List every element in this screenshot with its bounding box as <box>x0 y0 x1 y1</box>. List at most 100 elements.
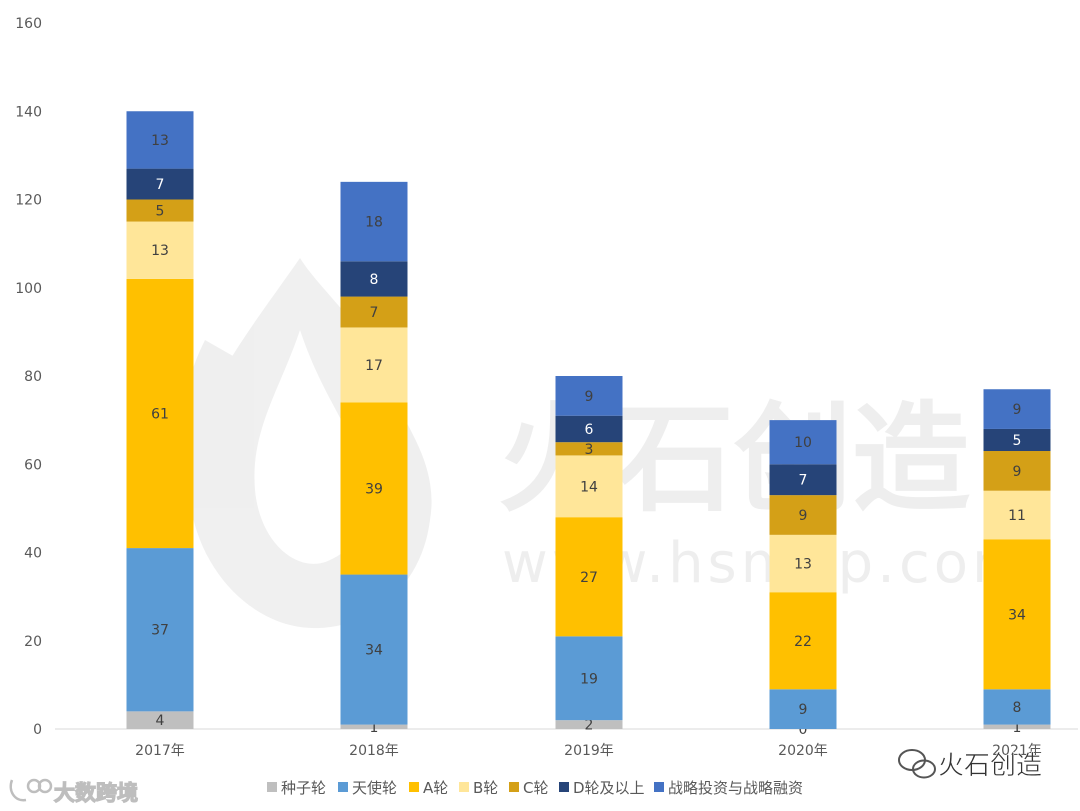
y-tick-label: 140 <box>15 104 42 120</box>
data-label: 14 <box>580 479 598 495</box>
x-tick-label: 2018年 <box>349 743 399 759</box>
data-label: 9 <box>1013 464 1022 480</box>
y-tick-label: 20 <box>24 634 42 650</box>
data-label: 5 <box>156 204 165 220</box>
y-tick-label: 0 <box>33 722 42 738</box>
x-tick-label: 2020年 <box>778 743 828 759</box>
bar-segment <box>983 451 1051 491</box>
data-label: 2 <box>585 718 594 734</box>
y-tick-label: 120 <box>15 193 42 209</box>
flame-logo-left-tongue <box>183 340 240 480</box>
watermark-bottom-right-text: 火石创造 <box>938 751 1042 781</box>
data-label: 17 <box>365 358 383 374</box>
y-tick-label: 80 <box>24 369 42 385</box>
bar-segment <box>983 389 1051 429</box>
bar-segment <box>555 720 623 729</box>
bar-segment <box>983 689 1051 725</box>
data-label: 11 <box>1008 508 1026 524</box>
watermark-bottom-left-text: 大数跨境 <box>54 781 138 805</box>
x-tick-label: 2019年 <box>564 743 614 759</box>
legend-swatch <box>267 782 277 792</box>
bar-segment <box>769 689 837 729</box>
bar-segment <box>983 428 1051 452</box>
y-tick-label: 60 <box>24 457 42 473</box>
data-label: 1 <box>370 720 379 736</box>
bar-segment <box>126 278 194 549</box>
data-label: 34 <box>1008 607 1026 623</box>
data-label: 9 <box>585 389 594 405</box>
y-tick-label: 40 <box>24 546 42 562</box>
data-label: 4 <box>156 713 165 729</box>
bar-segment <box>340 181 408 262</box>
data-label: 19 <box>580 671 598 687</box>
y-tick-label: 100 <box>15 281 42 297</box>
bar-segment <box>340 327 408 403</box>
bar-segment <box>555 442 623 456</box>
bar-segment <box>126 168 194 200</box>
x-tick-label: 2021年 <box>992 743 1042 759</box>
brand-logo-icon <box>9 778 53 802</box>
bar-segment <box>555 376 623 416</box>
legend-swatch <box>409 782 419 792</box>
data-label: 5 <box>1013 433 1022 449</box>
x-axis: 2017年 2018年 2019年 2020年 2021年 <box>135 743 1042 759</box>
legend-swatch <box>509 782 519 792</box>
legend-label: A轮 <box>423 779 448 797</box>
data-label: 3 <box>585 442 594 458</box>
legend-swatch <box>559 782 569 792</box>
bar-segment <box>769 592 837 690</box>
bar-segment <box>555 455 623 518</box>
data-label: 1 <box>1013 720 1022 736</box>
data-label: 13 <box>794 557 812 573</box>
data-label: 8 <box>370 272 379 288</box>
data-label: 7 <box>799 473 808 489</box>
wechat-icon <box>898 749 936 779</box>
bar-segment <box>340 724 408 729</box>
legend-swatch <box>338 782 348 792</box>
bar-segment <box>555 517 623 637</box>
y-axis: 0 20 40 60 80 100 120 140 160 <box>15 16 42 738</box>
bar-segment <box>340 574 408 725</box>
watermark-bottom-right: 火石创造 <box>898 749 1042 781</box>
legend-swatch <box>654 782 664 792</box>
data-label: 37 <box>151 623 169 639</box>
data-label: 22 <box>794 634 812 650</box>
legend-label: 种子轮 <box>281 779 326 797</box>
data-label: 13 <box>151 243 169 259</box>
data-label: 0 <box>799 722 808 738</box>
bar-segment <box>983 490 1051 540</box>
bar-segment <box>983 724 1051 729</box>
bar-segment <box>769 464 837 496</box>
bar-segment <box>769 495 837 535</box>
data-label: 39 <box>365 482 383 498</box>
x-tick-label: 2017年 <box>135 743 185 759</box>
data-label: 7 <box>370 305 379 321</box>
bar-segment <box>769 420 837 465</box>
data-label: 18 <box>365 215 383 231</box>
legend-label: 天使轮 <box>352 779 397 797</box>
bar-segment <box>126 199 194 222</box>
legend: 种子轮 天使轮 A轮 B轮 C轮 D轮及以上 战略投资与战略融资 <box>267 779 803 797</box>
data-label: 9 <box>799 508 808 524</box>
data-label: 6 <box>585 422 594 438</box>
data-label: 10 <box>794 435 812 451</box>
bar-segment <box>126 111 194 169</box>
bar-segment <box>555 415 623 443</box>
data-label: 61 <box>151 407 169 423</box>
watermark-bottom-left: 大数跨境 <box>9 778 139 806</box>
bars: 4376113571313439177818219271436909221397… <box>126 111 1051 738</box>
bar-segment <box>340 261 408 297</box>
legend-label: 战略投资与战略融资 <box>668 779 803 797</box>
data-label: 8 <box>1013 700 1022 716</box>
data-label: 13 <box>151 133 169 149</box>
bar-segment <box>340 296 408 328</box>
legend-label: C轮 <box>523 779 548 797</box>
data-label: 27 <box>580 570 598 586</box>
legend-label: D轮及以上 <box>573 779 645 797</box>
data-label: 9 <box>1013 402 1022 418</box>
legend-swatch <box>459 782 469 792</box>
bar-segment <box>126 221 194 279</box>
bar-segment <box>126 711 194 729</box>
bar-segment <box>555 636 623 721</box>
